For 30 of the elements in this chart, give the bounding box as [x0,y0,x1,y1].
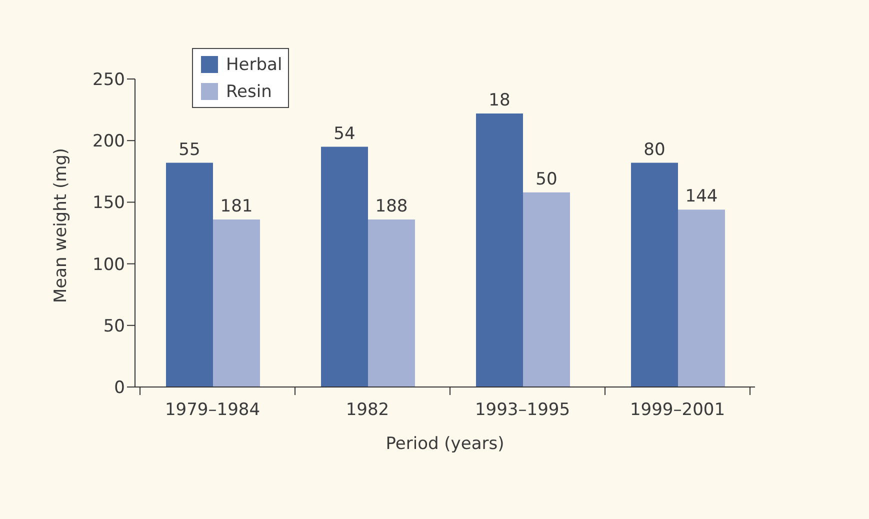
legend-label: Resin [225,80,273,104]
y-tick-label: 200 [92,132,125,152]
x-tick-label: 1979–1984 [164,400,260,420]
y-tick-label: 50 [103,316,125,336]
bar [321,146,368,387]
annotation: 54 [334,124,356,144]
y-tick-label: 150 [92,193,125,214]
y-tick-label: 0 [114,378,125,398]
x-tick-label: 1999–2001 [630,400,726,420]
annotation: 181 [220,196,253,216]
x-tick-label: 1993–1995 [474,400,570,420]
bar [368,219,415,387]
y-axis-title: Mean weight (mg) [51,148,72,303]
bar [678,210,725,387]
bar [213,219,260,387]
annotation: 55 [178,140,200,160]
legend-label: Herbal [225,54,282,76]
x-tick-label: 1982 [346,400,390,420]
annotation: 188 [375,196,408,216]
bar [476,113,523,387]
bar [166,162,213,387]
bar [631,162,678,387]
x-axis-title: Period (years) [386,434,504,454]
annotation: 50 [536,169,558,190]
annotation: 18 [488,90,510,110]
annotation: 144 [685,186,718,207]
y-tick-label: 100 [92,254,125,275]
y-tick-label: 250 [92,70,125,90]
bar [523,192,570,387]
annotation: 80 [644,140,666,160]
